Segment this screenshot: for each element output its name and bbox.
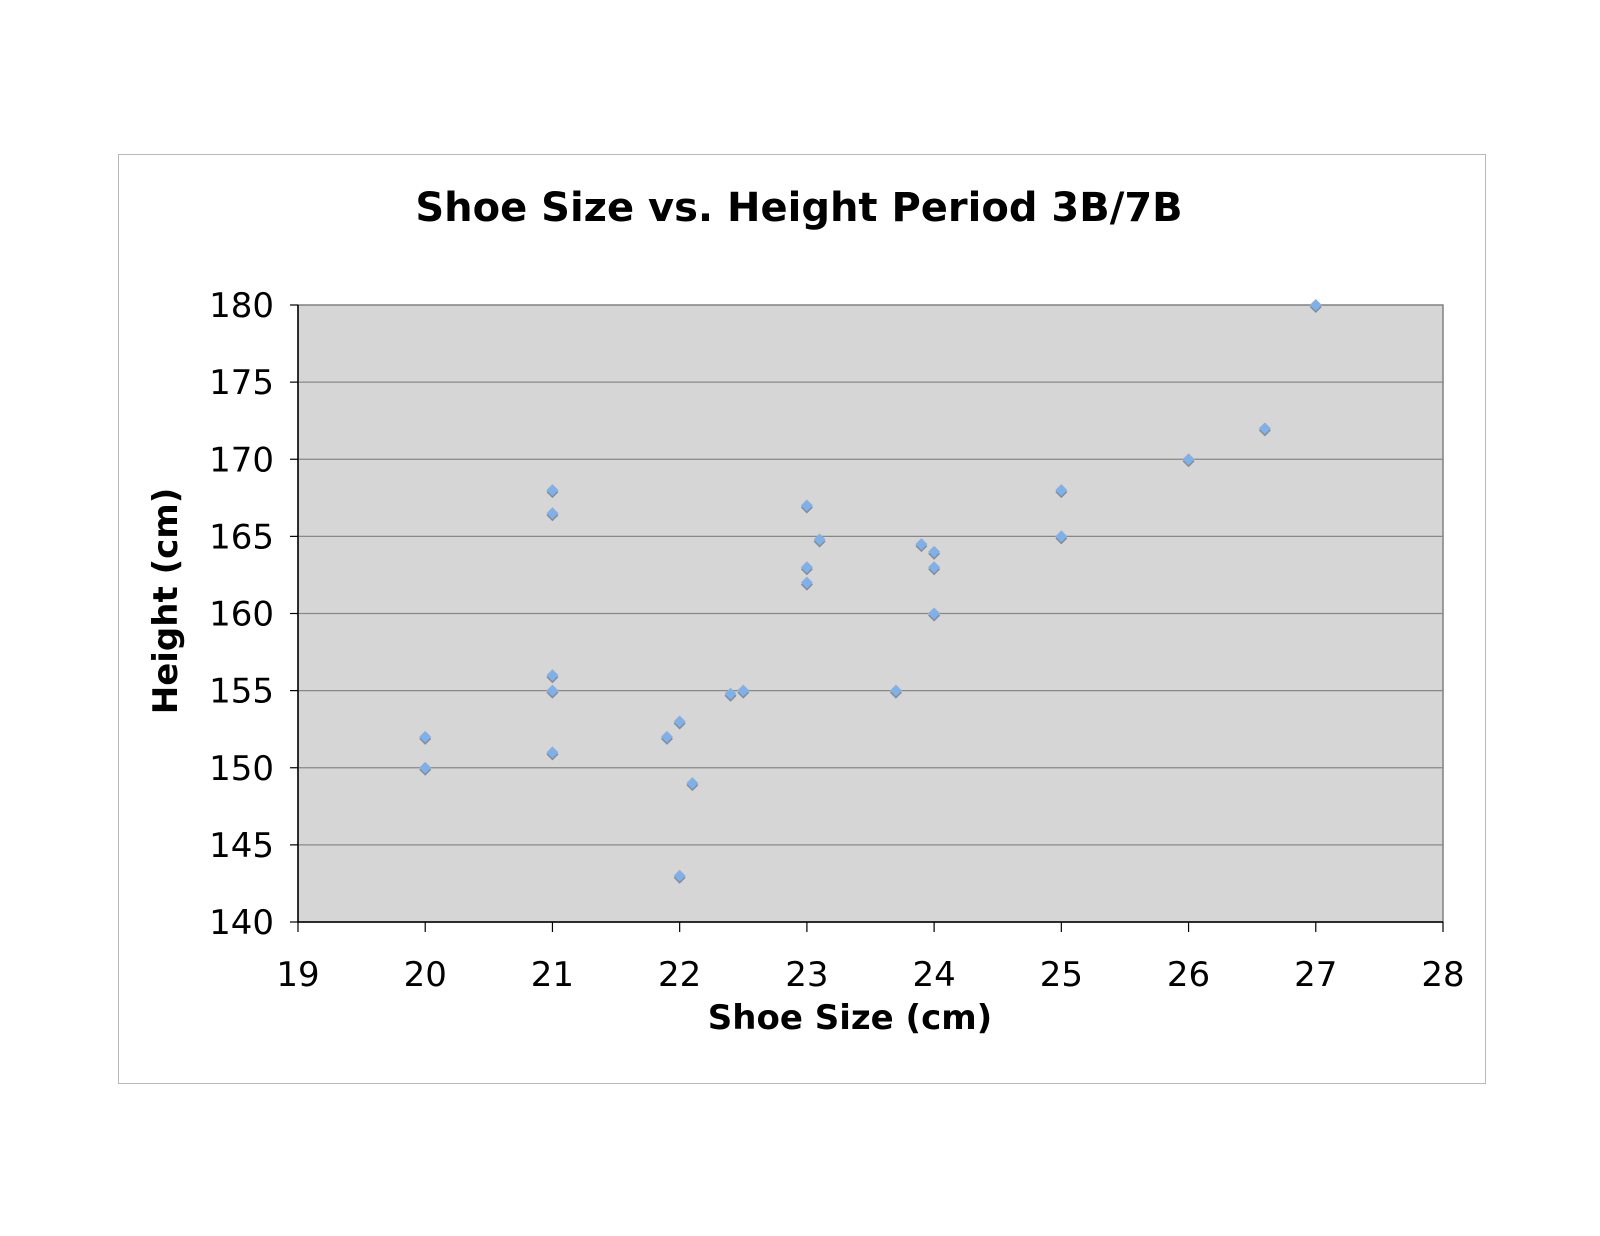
- data-point-marker: [1258, 422, 1271, 435]
- data-point: [660, 730, 673, 745]
- data-point: [546, 507, 559, 522]
- data-point-marker: [686, 777, 699, 790]
- data-point-marker: [1309, 299, 1322, 311]
- gridlines: [298, 381, 1443, 846]
- x-tick-label: 28: [1421, 955, 1464, 995]
- data-point-marker: [813, 533, 826, 546]
- data-point-marker: [673, 715, 686, 728]
- data-point-marker: [800, 576, 813, 589]
- y-tick-label: 145: [209, 826, 274, 866]
- data-point: [915, 538, 928, 553]
- data-point: [419, 730, 432, 745]
- data-point-marker: [800, 561, 813, 574]
- x-tick-label: 21: [531, 955, 574, 995]
- y-tick-labels: 140 145 150 155 160 165 170 175 180: [209, 286, 274, 943]
- data-point: [928, 561, 941, 576]
- y-tick-label: 140: [209, 903, 274, 943]
- axes: [290, 304, 1444, 932]
- data-point: [889, 684, 902, 699]
- y-tick-label: 155: [209, 672, 274, 712]
- x-tick-label: 20: [404, 955, 447, 995]
- data-point: [1182, 453, 1195, 468]
- data-point: [546, 684, 559, 699]
- data-point: [813, 533, 826, 548]
- x-tick-label: 19: [276, 955, 319, 995]
- data-point: [737, 684, 750, 699]
- y-tick-label: 170: [209, 440, 274, 480]
- x-tick-label: 22: [658, 955, 701, 995]
- data-point-marker: [800, 499, 813, 512]
- data-point: [1055, 484, 1068, 499]
- data-point: [724, 687, 737, 702]
- data-point-marker: [673, 869, 686, 882]
- data-point: [928, 607, 941, 622]
- data-point-marker: [546, 684, 559, 697]
- y-tick-label: 150: [209, 749, 274, 789]
- y-tick-label: 180: [209, 286, 274, 326]
- data-point: [928, 545, 941, 560]
- data-point-marker: [1055, 484, 1068, 497]
- data-point-marker: [546, 507, 559, 520]
- data-point-marker: [724, 687, 737, 700]
- data-point: [673, 715, 686, 730]
- y-tick-label: 160: [209, 595, 274, 635]
- data-point-marker: [546, 746, 559, 759]
- x-tick-label: 27: [1294, 955, 1337, 995]
- data-point-marker: [928, 607, 941, 620]
- data-point-marker: [1182, 453, 1195, 466]
- data-points: [419, 299, 1322, 884]
- data-point: [546, 746, 559, 761]
- x-tick-label: 23: [785, 955, 828, 995]
- data-point-marker: [889, 684, 902, 697]
- data-point: [686, 777, 699, 792]
- data-point-marker: [737, 684, 750, 697]
- y-tick-label: 165: [209, 517, 274, 557]
- data-point: [419, 761, 432, 776]
- scatter-chart: Shoe Size vs. Height Period 3B/7B 140 145…: [146, 185, 1465, 1038]
- data-point: [1258, 422, 1271, 437]
- data-point: [800, 499, 813, 514]
- data-point: [800, 576, 813, 591]
- data-point-marker: [660, 730, 673, 743]
- data-point-marker: [928, 561, 941, 574]
- y-axis-title: Height (cm): [146, 488, 186, 714]
- data-point-marker: [546, 484, 559, 497]
- y-tick-label: 175: [209, 363, 274, 403]
- data-point-marker: [928, 545, 941, 558]
- chart-title: Shoe Size vs. Height Period 3B/7B: [415, 185, 1182, 231]
- x-tick-label: 26: [1167, 955, 1210, 995]
- x-axis-title: Shoe Size (cm): [708, 998, 992, 1038]
- x-tick-label: 25: [1040, 955, 1083, 995]
- x-tick-labels: 19 20 21 22 23 24 25 26 27 28: [276, 955, 1464, 995]
- chart-frame: Shoe Size vs. Height Period 3B/7B 140 145…: [118, 154, 1486, 1084]
- data-point: [673, 869, 686, 884]
- x-tick-label: 24: [912, 955, 955, 995]
- data-point: [546, 484, 559, 499]
- data-point-marker: [419, 730, 432, 743]
- data-point-marker: [1055, 530, 1068, 543]
- data-point: [1309, 299, 1322, 313]
- data-point: [546, 669, 559, 684]
- data-point: [800, 561, 813, 576]
- data-point-marker: [419, 761, 432, 774]
- data-point-marker: [546, 669, 559, 682]
- data-point-marker: [915, 538, 928, 551]
- data-point: [1055, 530, 1068, 545]
